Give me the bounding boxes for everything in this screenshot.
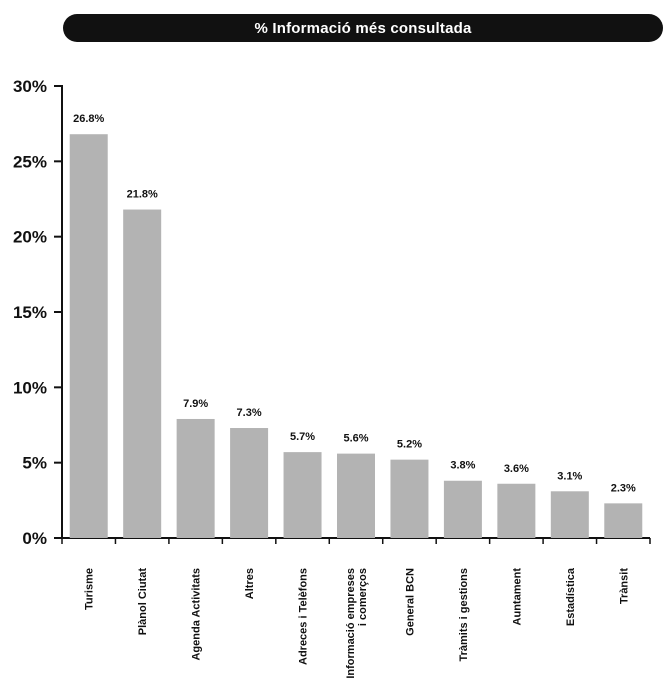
category-label-line: Turisme (84, 568, 96, 610)
bar (497, 483, 536, 538)
bar (123, 209, 162, 538)
value-label: 7.3% (237, 407, 262, 419)
category-label-line: Informació empreses (345, 568, 357, 679)
value-label: 7.9% (183, 398, 208, 410)
y-tick-label: 25% (13, 152, 47, 171)
category-label-line: General BCN (404, 568, 416, 636)
category-label: Auntament (511, 568, 523, 626)
bar (176, 418, 215, 538)
category-label-line: Auntament (511, 568, 523, 626)
category-label: Estadística (565, 567, 577, 626)
category-label: Turisme (84, 568, 96, 610)
category-label-line: i comerços (357, 568, 369, 626)
value-label: 3.1% (557, 470, 582, 482)
category-label: Trànsit (618, 568, 630, 604)
category-label-line: Adreces i Telèfons (298, 568, 310, 665)
bar (69, 134, 108, 539)
bar (390, 459, 429, 538)
y-tick-label: 15% (13, 303, 47, 322)
category-label-line: Tràmits i gestions (458, 568, 470, 662)
category-label: General BCN (404, 568, 416, 636)
value-label: 5.2% (397, 439, 422, 451)
value-label: 3.8% (450, 460, 475, 472)
value-label: 26.8% (73, 113, 104, 125)
y-tick-label: 0% (22, 529, 47, 548)
category-label: Altres (244, 568, 256, 599)
bar (230, 428, 269, 538)
category-label-line: Plànol Ciutat (137, 568, 149, 636)
y-tick-label: 20% (13, 228, 47, 247)
y-tick-label: 30% (13, 77, 47, 96)
bar (550, 491, 589, 538)
category-label-line: Altres (244, 568, 256, 599)
category-label: Adreces i Telèfons (298, 568, 310, 665)
chart-title-banner: % Informació més consultada (63, 14, 663, 42)
category-label: Informació empresesi comerços (345, 568, 369, 679)
category-label-line: Agenda Activitats (191, 568, 203, 661)
value-label: 5.7% (290, 431, 315, 443)
y-tick-label: 5% (22, 454, 47, 473)
value-label: 3.6% (504, 463, 529, 475)
bar (337, 453, 375, 538)
value-label: 2.3% (611, 482, 636, 494)
bar (283, 452, 322, 538)
value-label: 5.6% (343, 433, 368, 445)
category-label-line: Trànsit (618, 568, 630, 604)
category-label: Plànol Ciutat (137, 568, 149, 636)
y-tick-label: 10% (13, 378, 47, 397)
category-label: Agenda Activitats (191, 568, 203, 661)
chart-title: % Informació més consultada (254, 19, 472, 37)
bar (604, 503, 643, 538)
bar (443, 480, 482, 538)
value-label: 21.8% (127, 189, 158, 201)
category-label-line: Estadística (565, 567, 577, 626)
category-label: Tràmits i gestions (458, 568, 470, 662)
